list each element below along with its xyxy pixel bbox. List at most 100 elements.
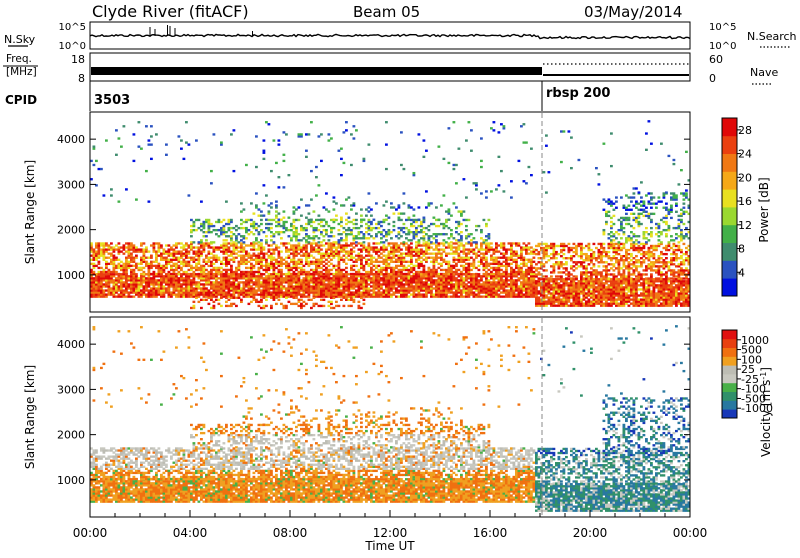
power-cell xyxy=(395,267,398,269)
power-cell xyxy=(430,269,433,271)
power-cell xyxy=(313,277,316,279)
power-cell xyxy=(195,267,198,269)
power-cell xyxy=(415,273,418,275)
power-cell xyxy=(503,248,506,250)
power-cell xyxy=(448,246,451,248)
power-cell xyxy=(405,281,408,283)
power-cell xyxy=(143,271,146,273)
power-cell xyxy=(305,217,308,219)
power-cell xyxy=(305,287,308,289)
power-cell xyxy=(495,263,498,265)
power-cell xyxy=(333,241,336,243)
power-cell xyxy=(160,279,163,281)
power-cell xyxy=(305,281,308,283)
power-cell xyxy=(338,291,341,293)
power-cell xyxy=(348,196,351,198)
power-cell xyxy=(158,263,161,265)
power-cell xyxy=(450,285,453,287)
power-cell xyxy=(350,279,353,281)
power-cell xyxy=(505,263,508,265)
power-cell xyxy=(353,273,356,275)
power-cell xyxy=(115,291,118,293)
power-cell xyxy=(305,250,308,252)
power-cell xyxy=(275,206,278,208)
power-cell xyxy=(205,295,208,297)
power-cell xyxy=(560,277,563,279)
power-cell xyxy=(568,294,571,296)
power-cell xyxy=(300,198,303,200)
power-cell xyxy=(408,277,411,279)
power-cell xyxy=(178,261,181,263)
power-cell xyxy=(528,166,531,168)
power-cell xyxy=(318,283,321,285)
power-cell xyxy=(298,263,301,265)
power-cell xyxy=(100,287,103,289)
power-cell xyxy=(305,227,308,229)
power-cell xyxy=(328,257,331,259)
power-cell xyxy=(293,267,296,269)
power-cell xyxy=(298,248,301,250)
power-cell xyxy=(198,295,201,297)
power-cell xyxy=(235,277,238,279)
power-cell xyxy=(248,293,251,295)
power-cell xyxy=(415,231,418,233)
power-cell xyxy=(430,283,433,285)
power-cell xyxy=(193,259,196,261)
power-cell xyxy=(278,261,281,263)
power-cell xyxy=(220,143,223,145)
power-cell xyxy=(283,291,286,293)
power-cell xyxy=(525,269,528,271)
power-cell xyxy=(438,275,441,277)
power-cell xyxy=(175,285,178,287)
power-cell xyxy=(300,287,303,289)
power-cell xyxy=(225,223,228,225)
power-cell xyxy=(408,219,411,221)
power-cell xyxy=(428,275,431,277)
power-cell xyxy=(95,285,98,287)
power-cell xyxy=(403,259,406,261)
power-cell xyxy=(310,279,313,281)
power-cell xyxy=(415,293,418,295)
power-cell xyxy=(210,281,213,283)
power-cell xyxy=(563,294,566,296)
power-cell xyxy=(328,281,331,283)
power-cell xyxy=(135,265,138,267)
power-cell xyxy=(320,133,323,135)
power-cell xyxy=(115,265,118,267)
power-cell xyxy=(190,231,193,233)
power-cell xyxy=(198,293,201,295)
power-cell xyxy=(140,289,143,291)
power-cell xyxy=(505,281,508,283)
power-cell xyxy=(340,259,343,261)
power-cell xyxy=(323,261,326,263)
power-cell xyxy=(195,263,198,265)
power-cell xyxy=(100,168,103,170)
power-cell xyxy=(105,271,108,273)
power-cell xyxy=(360,297,363,299)
power-cell xyxy=(408,253,411,255)
power-cell xyxy=(188,257,191,259)
power-cell xyxy=(265,235,268,237)
power-cell xyxy=(408,283,411,285)
power-cell xyxy=(535,296,538,298)
power-cell xyxy=(523,279,526,281)
power-cell xyxy=(488,275,491,277)
power-cell xyxy=(253,293,256,295)
power-cell xyxy=(400,295,403,297)
power-cell xyxy=(338,279,341,281)
power-cell xyxy=(298,289,301,291)
power-cell xyxy=(415,285,418,287)
power-cell xyxy=(468,275,471,277)
power-cell xyxy=(318,267,321,269)
power-cell xyxy=(520,295,523,297)
power-cell xyxy=(453,121,456,123)
power-cell xyxy=(190,293,193,295)
power-cell xyxy=(315,281,318,283)
power-cell xyxy=(335,271,338,273)
power-cell xyxy=(320,255,323,257)
power-cell xyxy=(110,248,113,250)
power-cell xyxy=(360,208,363,210)
power-cell xyxy=(460,275,463,277)
power-cell xyxy=(533,248,536,250)
power-cell xyxy=(550,245,553,247)
